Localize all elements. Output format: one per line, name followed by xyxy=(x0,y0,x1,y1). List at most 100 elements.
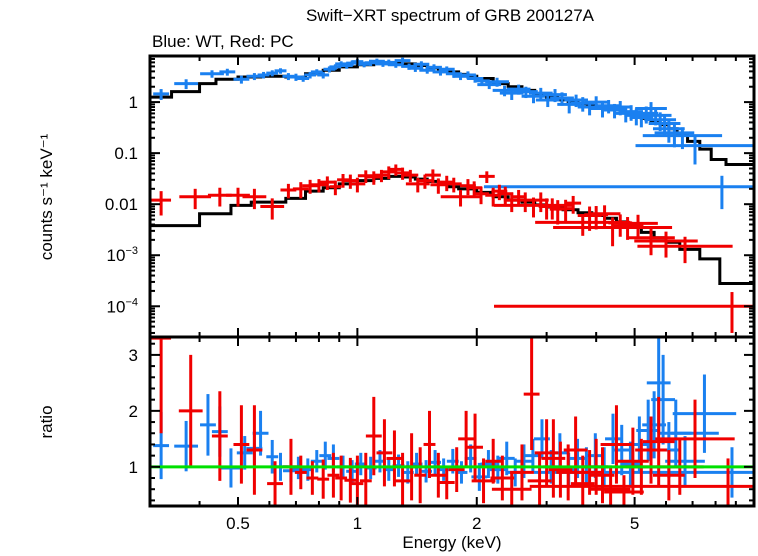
y-axis-label-ratio: ratio xyxy=(37,405,56,438)
data-point-pc xyxy=(478,171,495,184)
data-point-wt xyxy=(310,69,323,75)
data-point-pc xyxy=(604,475,644,506)
data-point-wt xyxy=(438,66,455,73)
spectrum-plot-area xyxy=(150,57,754,333)
data-point-wt xyxy=(233,75,250,84)
y-axis-label-spectrum: counts s⁻¹ keV⁻¹ xyxy=(37,133,56,260)
data-point-pc xyxy=(365,171,382,185)
data-point-wt xyxy=(413,61,430,68)
data-point-pc xyxy=(445,177,462,193)
model-line-pc xyxy=(150,174,754,285)
chart-subtitle: Blue: WT, Red: PC xyxy=(152,32,294,51)
y-tick-label: 1 xyxy=(129,93,138,112)
y-tick-label: 0.01 xyxy=(105,195,138,214)
data-point-wt xyxy=(174,420,199,472)
data-point-pc xyxy=(637,236,733,264)
data-point-wt xyxy=(317,71,330,79)
data-point-pc xyxy=(179,188,212,210)
series-pc xyxy=(151,164,754,333)
data-point-wt xyxy=(485,77,509,87)
x-axis-label: Energy (keV) xyxy=(402,533,501,552)
data-point-pc xyxy=(394,452,411,506)
data-point-wt xyxy=(219,68,236,76)
data-point-pc xyxy=(517,192,534,213)
data-point-wt xyxy=(672,374,737,453)
data-point-pc xyxy=(294,455,307,490)
data-point-wt xyxy=(528,87,553,100)
data-point-pc xyxy=(359,452,372,506)
data-point-pc xyxy=(151,337,172,434)
data-point-pc xyxy=(311,179,327,193)
axes-layer: 1 0.1 0.01 10−3 10−4 0.5 1 2 5 1 2 3 xyxy=(105,54,756,533)
data-point-pc xyxy=(178,354,203,467)
data-point-wt xyxy=(622,441,639,487)
data-point-pc xyxy=(292,182,309,199)
data-point-pc xyxy=(260,198,285,220)
data-point-wt xyxy=(387,62,404,68)
y-tick-label: 0.1 xyxy=(114,144,138,163)
data-point-pc xyxy=(523,338,540,451)
data-point-wt xyxy=(200,394,216,456)
data-point-pc xyxy=(267,461,283,506)
chart-title: Swift−XRT spectrum of GRB 200127A xyxy=(306,6,595,25)
data-point-wt xyxy=(635,135,754,165)
y-tick-label: 3 xyxy=(129,346,138,365)
data-point-pc xyxy=(414,447,427,504)
ratio-plot-area xyxy=(150,337,754,506)
data-point-pc xyxy=(207,187,232,207)
data-point-pc xyxy=(485,438,502,484)
data-point-wt xyxy=(605,413,621,465)
x-tick-label: 5 xyxy=(630,514,639,533)
data-point-pc xyxy=(344,457,357,503)
data-point-pc xyxy=(430,178,447,194)
data-point-pc xyxy=(246,405,263,495)
data-point-pc xyxy=(617,427,649,495)
data-point-pc xyxy=(280,183,297,199)
data-point-pc xyxy=(510,444,534,501)
data-point-pc xyxy=(424,169,441,184)
data-point-wt xyxy=(200,70,224,78)
data-point-pc xyxy=(365,396,382,476)
data-point-wt xyxy=(358,61,371,68)
data-point-pc xyxy=(349,177,366,193)
data-point-pc xyxy=(319,176,336,190)
series-pc xyxy=(151,337,754,506)
data-point-pc xyxy=(376,419,393,487)
data-point-pc xyxy=(458,410,475,467)
y-tick-label: 10−4 xyxy=(107,296,138,316)
data-point-pc xyxy=(618,214,658,238)
data-point-pc xyxy=(327,452,340,498)
data-point-pc xyxy=(335,455,348,501)
data-point-pc xyxy=(226,187,250,207)
data-point-wt xyxy=(297,75,310,82)
data-layer xyxy=(150,57,754,506)
data-point-pc xyxy=(233,405,250,484)
x-tick-label: 2 xyxy=(472,514,481,533)
data-point-pc xyxy=(242,188,267,210)
data-point-pc xyxy=(635,416,667,484)
data-point-wt xyxy=(153,89,170,100)
data-point-wt xyxy=(304,71,317,79)
data-point-wt xyxy=(665,436,705,487)
data-point-wt xyxy=(651,354,676,445)
data-point-wt xyxy=(257,71,270,79)
data-point-pc xyxy=(563,416,588,484)
y-tick-label: 2 xyxy=(129,402,138,421)
data-point-wt xyxy=(174,79,199,90)
data-point-pc xyxy=(467,413,483,481)
data-point-wt xyxy=(274,68,287,74)
data-point-pc xyxy=(494,292,754,333)
data-point-pc xyxy=(329,180,342,196)
data-point-pc xyxy=(416,174,433,189)
y-tick-label: 10−3 xyxy=(107,245,138,265)
data-point-pc xyxy=(634,231,698,258)
data-point-pc xyxy=(491,472,532,506)
data-point-pc xyxy=(588,205,621,228)
data-point-pc xyxy=(642,396,675,487)
data-point-wt xyxy=(319,441,332,470)
y-tick-label: 1 xyxy=(129,458,138,477)
data-point-wt xyxy=(236,436,253,470)
data-point-pc xyxy=(448,447,465,493)
data-point-wt xyxy=(323,66,336,73)
